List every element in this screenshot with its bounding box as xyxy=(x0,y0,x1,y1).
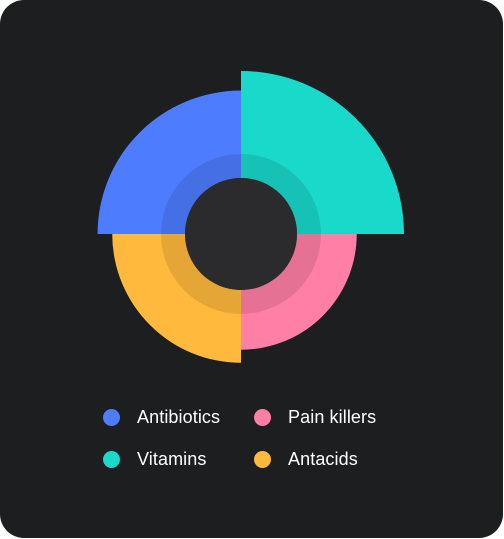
legend-swatch-antibiotics xyxy=(103,408,120,426)
slice-vitamins[interactable] xyxy=(241,71,404,234)
legend-label-pain-killers: Pain killers xyxy=(288,406,377,427)
legend-item-antibiotics[interactable]: Antibiotics xyxy=(103,406,220,428)
legend-label-antibiotics: Antibiotics xyxy=(137,406,221,427)
inner-band-antibiotics xyxy=(161,154,241,234)
donut-chart xyxy=(97,71,404,363)
legend-label-vitamins: Vitamins xyxy=(137,448,207,469)
legend-item-pain-killers[interactable]: Pain killers xyxy=(254,406,376,428)
legend-label-antacids: Antacids xyxy=(288,448,358,469)
slice-antibiotics[interactable] xyxy=(97,90,241,234)
legend-swatch-pain-killers xyxy=(254,408,271,426)
inner-band-vitamins xyxy=(241,154,321,234)
legend-item-vitamins[interactable]: Vitamins xyxy=(103,448,207,470)
donut-center xyxy=(185,178,297,290)
inner-band-antacids xyxy=(161,234,241,314)
legend-item-antacids[interactable]: Antacids xyxy=(254,448,358,470)
inner-band-pain-killers xyxy=(241,234,321,314)
slice-antacids[interactable] xyxy=(112,234,241,363)
legend-swatch-vitamins xyxy=(103,450,120,468)
legend-swatch-antacids xyxy=(254,450,271,468)
slice-pain-killers[interactable] xyxy=(241,234,357,350)
